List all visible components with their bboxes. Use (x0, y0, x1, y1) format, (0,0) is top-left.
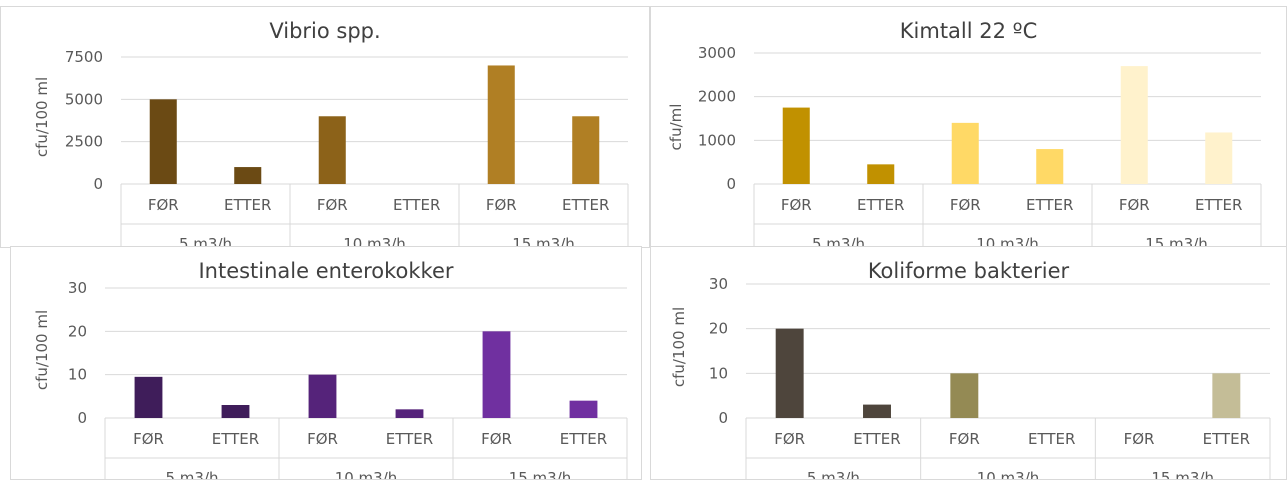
bar (867, 164, 895, 184)
chart-koliforme-plot: 0 10 20 30 cfu/100 ml FØR ETTER FØR ETTER FØR ETTE… (670, 275, 1271, 480)
category-label: FØR (481, 430, 512, 448)
y-tick-label: 2500 (65, 133, 103, 151)
bar (569, 400, 598, 418)
category-label: FØR (148, 196, 179, 214)
group-label: 10 m3/h (343, 235, 406, 248)
chart-title: Intestinale enterokokker (198, 259, 454, 283)
category-label: ETTER (1195, 196, 1242, 214)
bar (1212, 373, 1241, 418)
bar (950, 373, 979, 418)
group-label: 5 m3/h (179, 235, 232, 248)
bar (951, 122, 979, 184)
chart-kimtall: Kimtall 22 ºC 0 1000 2000 3000 cfu/ml FØR ETTE… (650, 6, 1287, 248)
category-label: FØR (781, 196, 812, 214)
group-label: 10 m3/h (335, 469, 398, 480)
category-label: ETTER (393, 196, 440, 214)
category-label: FØR (307, 430, 338, 448)
group-label: 5 m3/h (165, 469, 218, 480)
category-label: ETTER (386, 430, 433, 448)
chart-vibrio: Vibrio spp. 0 2500 5000 7500 cfu/100 ml FØR ET… (0, 6, 650, 248)
chart-title: Koliforme bakterier (867, 259, 1070, 283)
y-tick-label: 0 (77, 409, 87, 427)
category-label: FØR (1124, 430, 1155, 448)
chart-title: Kimtall 22 ºC (899, 19, 1038, 43)
category-label: ETTER (853, 430, 900, 448)
bar (1036, 149, 1064, 184)
y-tick-label: 20 (709, 320, 728, 338)
category-label: ETTER (1026, 196, 1073, 214)
bar (775, 328, 804, 418)
category-label: FØR (1119, 196, 1150, 214)
category-label: FØR (950, 196, 981, 214)
category-label: ETTER (224, 196, 271, 214)
chart-enterokokker-plot: 0 10 20 30 cfu/100 ml FØR ETTER FØR ETTER FØR ETTE… (33, 279, 628, 480)
chart-kimtall-plot: 0 1000 2000 3000 cfu/ml FØR ETTER FØR ETTER FØR ET… (667, 44, 1262, 248)
y-tick-label: 5000 (65, 90, 103, 108)
bar (308, 374, 337, 418)
y-tick-label: 0 (93, 175, 103, 193)
bar (149, 99, 177, 184)
chart-koliforme: Koliforme bakterier 0 10 20 30 cfu/100 ml FØR… (650, 246, 1287, 480)
chart-vibrio-plot: 0 2500 5000 7500 cfu/100 ml FØR ETTER FØR ETTER F… (33, 48, 629, 248)
bar (1120, 66, 1148, 184)
category-label: ETTER (1203, 430, 1250, 448)
bar (782, 107, 810, 184)
chart-enterokokker: Intestinale enterokokker 0 10 20 30 cfu/100 … (10, 246, 642, 480)
bar (863, 404, 891, 418)
y-tick-label: 1000 (698, 131, 736, 149)
category-label: ETTER (562, 196, 609, 214)
y-tick-label: 0 (726, 175, 736, 193)
y-tick-label: 20 (68, 322, 87, 340)
bar (395, 409, 424, 418)
bar (1205, 132, 1233, 184)
group-label: 15 m3/h (512, 235, 575, 248)
bar (134, 376, 163, 418)
category-label: FØR (774, 430, 805, 448)
category-label: ETTER (1028, 430, 1075, 448)
y-tick-label: 30 (709, 275, 728, 293)
y-tick-label: 2000 (698, 88, 736, 106)
y-axis-label: cfu/100 ml (33, 77, 51, 157)
y-axis-label: cfu/100 ml (33, 310, 51, 390)
y-tick-label: 0 (718, 409, 728, 427)
y-tick-label: 3000 (698, 44, 736, 62)
group-label: 5 m3/h (807, 469, 860, 480)
y-axis-label: cfu/100 ml (670, 307, 688, 387)
group-label: 15 m3/h (1145, 235, 1208, 248)
bar (482, 331, 511, 418)
y-tick-label: 7500 (65, 48, 103, 66)
y-tick-label: 30 (68, 279, 87, 297)
bar (234, 167, 262, 184)
group-label: 15 m3/h (1151, 469, 1214, 480)
category-label: ETTER (212, 430, 259, 448)
category-label: FØR (486, 196, 517, 214)
y-tick-label: 10 (709, 364, 728, 382)
chart-title: Vibrio spp. (269, 19, 381, 43)
group-label: 5 m3/h (812, 235, 865, 248)
category-label: FØR (133, 430, 164, 448)
category-label: FØR (317, 196, 348, 214)
y-axis-label: cfu/ml (667, 104, 685, 151)
category-label: FØR (949, 430, 980, 448)
bar (318, 116, 346, 184)
group-label: 10 m3/h (977, 469, 1040, 480)
y-tick-label: 10 (68, 366, 87, 384)
group-label: 10 m3/h (976, 235, 1039, 248)
bar (487, 65, 515, 184)
bar (221, 405, 250, 418)
bar (572, 116, 600, 184)
category-label: ETTER (857, 196, 904, 214)
group-label: 15 m3/h (509, 469, 572, 480)
category-label: ETTER (560, 430, 607, 448)
